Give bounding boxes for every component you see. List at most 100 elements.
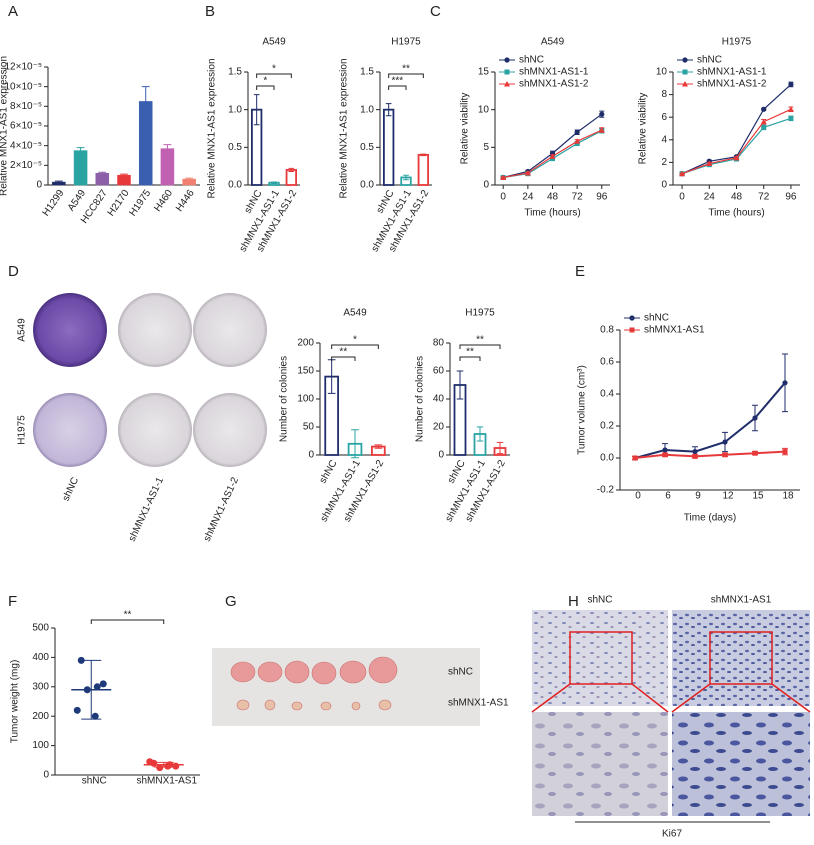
y-tick-label: 5 [483,142,489,153]
data-point [146,758,154,766]
significance-bracket [388,73,424,78]
significance-label: * [353,335,357,346]
data-point [99,680,107,688]
marker [788,115,794,121]
plate [33,393,107,467]
plate [118,293,192,367]
y-tick-label: 0.5 [360,142,374,153]
panel-label: E [575,263,585,280]
y-tick-label: 2 [661,157,667,168]
error-bar [163,144,172,154]
significance-label: ** [402,64,410,75]
data-point [156,764,164,772]
caption: Ki67 [662,829,682,840]
chart-title: H1975 [391,37,421,48]
marker [599,111,605,117]
x-tick-label: H1299 [41,188,67,219]
marker [733,154,740,161]
legend-label: shMNX1-AS1-1 [519,67,589,78]
panel-d-photos [33,293,267,467]
plate [193,393,267,467]
error-bar [153,761,174,768]
x-tick-label: 0 [635,491,641,502]
legend-label: shMNX1-AS1-1 [697,67,767,78]
y-tick-label: 200 [32,711,49,722]
significance-bracket [331,356,356,361]
x-tick-label: shNC [318,458,340,485]
marker [598,127,605,133]
x-tick-label: 96 [596,192,608,203]
panel-g-photo [212,648,480,726]
ihc-zoom [672,712,810,816]
y-tick-label: 100 [32,740,49,751]
significance-bracket [459,356,481,361]
y-tick-label: 1.5 [360,67,374,78]
x-tick-label: 72 [572,192,584,203]
data-point [164,762,172,770]
error-bar [351,429,359,459]
significance-bracket [256,85,275,90]
data-point [172,762,180,770]
x-tick-label: 12 [722,491,734,502]
y-tick-label: 0.0 [360,180,374,191]
data-point [93,683,101,691]
chart-title: H1975 [465,308,495,319]
x-tick-label: 18 [782,491,794,502]
chart-title: A549 [262,37,286,48]
panel-label: F [8,593,17,610]
y-tick-label: 0 [308,450,314,461]
x-tick-label: shMNX1-AS1 [136,776,197,787]
photo-label: shNC [448,667,473,678]
y-tick-label: 300 [32,681,49,692]
legend-marker [629,315,635,321]
y-tick-label: 0 [661,180,667,191]
legend-marker [629,327,635,333]
bar [417,153,430,186]
x-tick-label: H1975 [127,188,153,219]
column-label: shMNX1-AS1-2 [202,475,242,543]
series-line [681,117,792,175]
y-tick-label: 1.5 [228,67,242,78]
y-tick-label: 500 [32,623,49,634]
error-bar [456,370,464,400]
legend-marker [504,81,510,87]
y-tick-label: 150 [297,366,314,377]
plate [33,293,107,367]
marker [760,118,767,125]
x-tick-label: 72 [758,192,770,203]
y-axis-label: Relative MNX1-AS1 expression [207,58,218,198]
photo-label: shMNX1-AS1 [448,698,509,709]
marker [788,81,794,88]
error-bar [141,86,150,117]
bar [95,172,110,186]
y-tick-label: 2×10⁻⁵ [10,160,42,171]
error-bar [81,659,102,720]
y-tick-label: 4 [661,134,667,145]
error-bar [185,177,194,181]
y-tick-label: 1.0 [360,104,374,115]
y-tick-label: 0.0 [600,453,614,464]
tumor-photo [212,648,480,726]
y-tick-label: 0 [483,180,489,191]
marker [549,153,556,159]
y-tick-label: 40 [433,394,445,405]
series-line [681,108,792,175]
significance-label: * [263,76,267,87]
error-bar [476,426,484,442]
axis [54,628,200,776]
y-tick-label: 400 [32,652,49,663]
x-tick-label: 96 [785,192,797,203]
bar [382,108,395,186]
legend-label: shMNX1-AS1-2 [519,79,589,90]
y-tick-label: 4×10⁻⁵ [10,140,42,151]
significance-bracket [90,619,165,624]
chart-title: A549 [541,37,565,48]
y-tick-label: 0 [43,770,49,781]
series-line [634,382,786,459]
bar [73,150,88,186]
y-tick-label: 10×10⁻⁵ [4,81,42,92]
legend-marker [504,57,510,63]
marker [524,169,531,176]
x-axis-label: Time (hours) [524,208,580,219]
bar [160,148,175,186]
